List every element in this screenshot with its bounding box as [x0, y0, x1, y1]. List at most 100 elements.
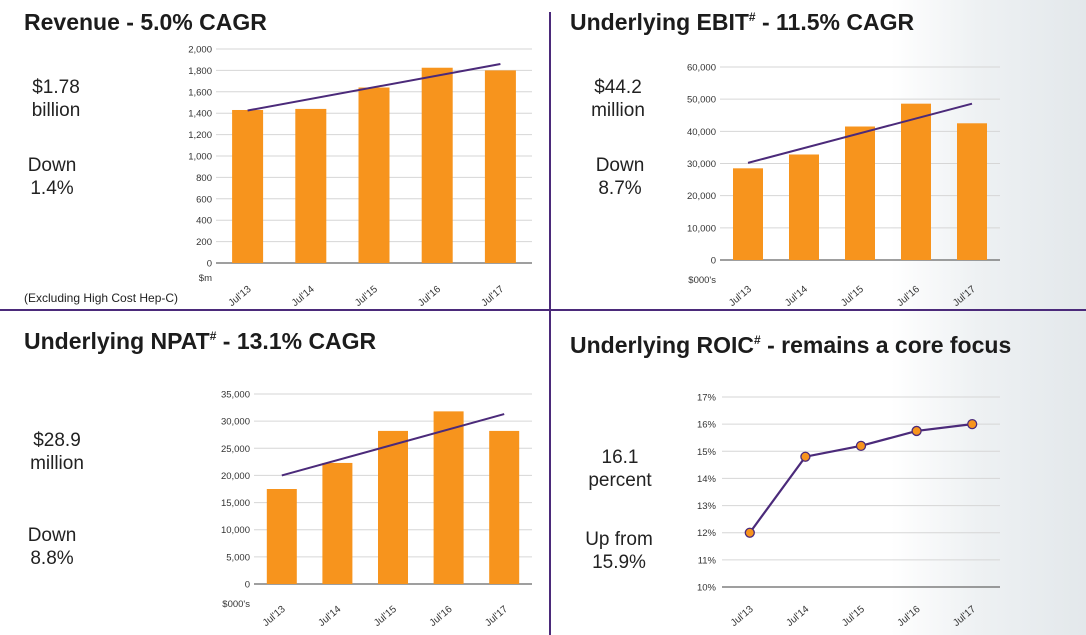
- revenue-trendline: [247, 62, 501, 112]
- ebit-stat-change: Down 8.7%: [588, 154, 652, 200]
- npat-unit-label: $000's: [222, 599, 250, 610]
- roic-point: [911, 425, 922, 437]
- revenue-xtick-label: Jul'13: [227, 284, 254, 309]
- npat-value-unit: million: [30, 453, 84, 474]
- ebit-bar: [957, 123, 987, 261]
- roic-ytick-label: 12%: [697, 528, 717, 539]
- npat-ytick-label: 5,000: [226, 552, 250, 563]
- ebit-unit-label: $000's: [688, 275, 716, 286]
- revenue-ytick-label: 600: [196, 194, 212, 205]
- npat-title-cagr: - 13.1% CAGR: [216, 328, 377, 354]
- revenue-ytick-label: 1,400: [188, 109, 212, 120]
- ebit-ytick-label: 60,000: [687, 63, 716, 74]
- npat-xtick-label: Jul'15: [372, 604, 399, 629]
- ebit-xtick-label: Jul'14: [783, 284, 810, 309]
- revenue-value: $1.78: [32, 77, 80, 98]
- ebit-change-value: 8.7%: [598, 178, 642, 199]
- npat-change-label: Down: [27, 525, 77, 546]
- revenue-change-value: 1.4%: [30, 178, 74, 199]
- npat-stat-change: Down 8.8%: [20, 524, 84, 570]
- npat-change-value: 8.8%: [30, 548, 74, 569]
- revenue-ytick-label: 2,000: [188, 45, 212, 56]
- roic-title: Underlying ROIC# - remains a core focus: [570, 332, 1011, 359]
- roic-xtick-label: Jul'17: [951, 604, 978, 629]
- roic-ytick-label: 17%: [697, 393, 717, 404]
- roic-xtick-label: Jul'15: [840, 604, 867, 629]
- roic-point: [800, 451, 811, 462]
- roic-point: [967, 418, 978, 430]
- revenue-bar: [295, 108, 327, 263]
- revenue-title: Revenue - 5.0% CAGR: [24, 9, 267, 36]
- npat-stat-value: $28.9 million: [22, 429, 92, 475]
- ebit-ytick-label: 20,000: [687, 191, 716, 202]
- roic-point: [855, 440, 867, 452]
- npat-ytick-label: 10,000: [221, 525, 250, 536]
- npat-ytick-label: 0: [245, 580, 250, 591]
- ebit-xtick-label: Jul'13: [727, 284, 754, 309]
- roic-title-text: Underlying ROIC: [570, 332, 755, 358]
- ebit-bar: [845, 126, 875, 260]
- npat-xtick-label: Jul'16: [428, 604, 455, 629]
- revenue-bar: [232, 109, 264, 264]
- ebit-ytick-label: 0: [711, 256, 716, 267]
- roic-stat-change: Up from 15.9%: [574, 528, 664, 574]
- npat-trendline: [281, 413, 505, 477]
- ebit-bar: [733, 168, 763, 260]
- ebit-ytick-label: 40,000: [687, 127, 716, 138]
- revenue-stat-value: $1.78 billion: [24, 76, 88, 122]
- roic-change-label: Up from: [585, 529, 653, 550]
- revenue-ytick-label: 400: [196, 216, 212, 227]
- roic-title-focus: - remains a core focus: [760, 332, 1012, 358]
- revenue-change-label: Down: [27, 155, 77, 176]
- roic-ytick-label: 13%: [697, 501, 717, 512]
- revenue-bar: [421, 67, 453, 263]
- roic-ytick-label: 16%: [697, 420, 717, 431]
- roic-ytick-label: 11%: [698, 555, 717, 566]
- ebit-title-text: Underlying EBIT: [570, 9, 749, 35]
- revenue-bar: [484, 70, 516, 264]
- roic-xtick-label: Jul'13: [729, 604, 756, 629]
- revenue-ytick-label: 1,800: [188, 66, 212, 77]
- ebit-xtick-label: Jul'15: [839, 284, 866, 309]
- ebit-ytick-label: 50,000: [687, 95, 716, 106]
- ebit-title: Underlying EBIT# - 11.5% CAGR: [570, 9, 914, 36]
- npat-bar: [266, 489, 297, 584]
- ebit-ytick-label: 10,000: [687, 223, 716, 234]
- revenue-ytick-label: 0: [207, 259, 212, 270]
- npat-ytick-label: 35,000: [221, 390, 250, 401]
- revenue-bar: [358, 87, 390, 264]
- npat-bar: [433, 411, 464, 584]
- horizontal-divider: [0, 309, 1086, 311]
- revenue-title-text: Revenue - 5.0% CAGR: [24, 9, 267, 35]
- ebit-title-mark: #: [748, 10, 756, 24]
- ebit-bar: [789, 154, 819, 260]
- revenue-footnote: (Excluding High Cost Hep-C): [24, 291, 179, 305]
- roic-value-unit: percent: [588, 470, 652, 491]
- roic-title-mark: #: [754, 333, 761, 347]
- revenue-ytick-label: 1,000: [188, 152, 212, 163]
- npat-title-text: Underlying NPAT: [24, 328, 210, 354]
- ebit-trendline: [747, 102, 973, 164]
- ebit-xtick-label: Jul'16: [895, 284, 922, 309]
- npat-bar: [322, 462, 353, 584]
- npat-xtick-label: Jul'17: [483, 604, 510, 629]
- revenue-ytick-label: 1,200: [188, 130, 212, 141]
- ebit-ytick-label: 30,000: [687, 159, 716, 170]
- roic-xtick-label: Jul'14: [784, 604, 811, 629]
- npat-ytick-label: 20,000: [221, 471, 250, 482]
- roic-xtick-label: Jul'16: [896, 604, 923, 629]
- npat-xtick-label: Jul'14: [316, 604, 343, 629]
- vertical-divider: [549, 12, 551, 635]
- revenue-xtick-label: Jul'16: [416, 284, 443, 309]
- ebit-xtick-label: Jul'17: [951, 284, 978, 309]
- npat-xtick-label: Jul'13: [261, 604, 288, 629]
- npat-value: $28.9: [33, 430, 81, 451]
- revenue-xtick-label: Jul'15: [353, 284, 380, 309]
- roic-change-value: 15.9%: [592, 552, 646, 573]
- npat-bar: [378, 430, 408, 584]
- ebit-stat-value: $44.2 million: [586, 76, 650, 122]
- revenue-ytick-label: 200: [196, 237, 212, 248]
- ebit-title-cagr: - 11.5% CAGR: [755, 9, 915, 35]
- revenue-stat-change: Down 1.4%: [20, 154, 84, 200]
